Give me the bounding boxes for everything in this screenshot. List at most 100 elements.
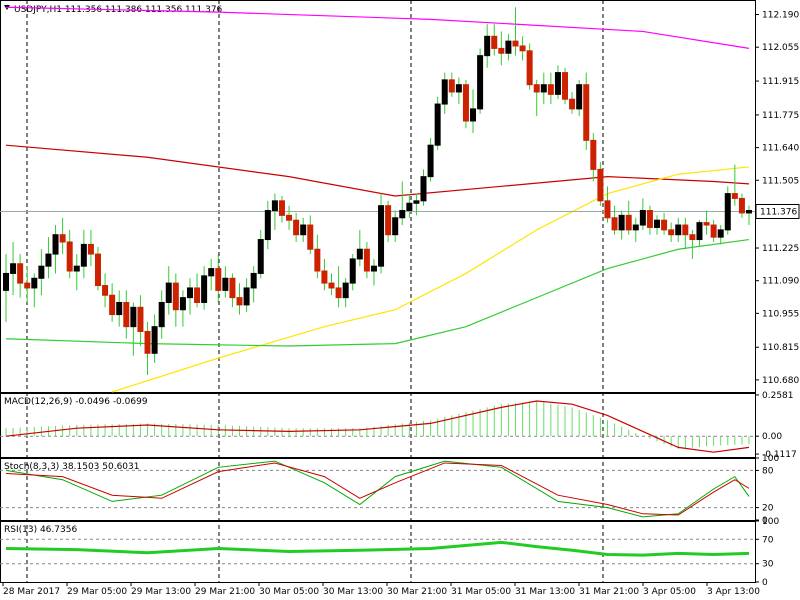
rsi-tick-0: 100 bbox=[762, 517, 779, 527]
moving-average-line-3 bbox=[5, 238, 750, 347]
candle-body-47 bbox=[335, 287, 342, 299]
candle-body-55 bbox=[392, 217, 399, 236]
candle-body-37 bbox=[264, 210, 271, 241]
stoch-title: Stoch(8,3,3) 38.1503 50.6031 bbox=[4, 462, 139, 472]
candle-body-26 bbox=[186, 287, 193, 299]
candle-body-9 bbox=[66, 241, 73, 272]
candle-body-77 bbox=[547, 84, 554, 95]
candle-body-21 bbox=[151, 326, 158, 354]
candle-body-20 bbox=[144, 331, 151, 354]
candle-body-57 bbox=[406, 202, 413, 212]
candle-body-8 bbox=[59, 234, 66, 243]
price-tick-1: 112.055 bbox=[762, 43, 799, 53]
candle-body-58 bbox=[413, 200, 420, 204]
price-tick-10: 110.815 bbox=[762, 343, 799, 353]
candle-body-96 bbox=[682, 224, 689, 236]
candle-body-83 bbox=[590, 139, 597, 170]
candle-body-66 bbox=[470, 108, 477, 122]
moving-average-line-1 bbox=[5, 144, 750, 197]
last-price-label: 111.376 bbox=[760, 207, 797, 217]
candle-body-62 bbox=[441, 79, 448, 105]
candle-body-93 bbox=[661, 219, 668, 231]
candle-body-14 bbox=[102, 285, 109, 296]
candle-body-29 bbox=[208, 268, 215, 277]
candle-body-67 bbox=[477, 55, 484, 110]
stoch-d-line bbox=[5, 462, 750, 516]
candle-body-39 bbox=[278, 200, 285, 216]
price-tick-2: 111.915 bbox=[762, 77, 799, 87]
candle-body-11 bbox=[80, 243, 87, 267]
candle-body-65 bbox=[462, 84, 469, 122]
price-tick-4: 111.640 bbox=[762, 144, 799, 154]
candle-body-32 bbox=[229, 277, 236, 299]
candle-body-33 bbox=[236, 297, 243, 306]
candle-body-69 bbox=[491, 35, 498, 49]
candle-body-59 bbox=[420, 176, 427, 202]
rsi-tick-1: 70 bbox=[762, 535, 774, 545]
macd-title: MACD(12,26,9) -0.0496 -0.0699 bbox=[4, 397, 148, 407]
candle-body-75 bbox=[533, 84, 540, 93]
stoch-tick-3: 0 bbox=[762, 516, 768, 526]
candle-body-0 bbox=[3, 272, 9, 291]
candle-body-53 bbox=[378, 205, 385, 267]
candle-body-24 bbox=[172, 282, 179, 311]
price-tick-7: 111.225 bbox=[762, 244, 799, 254]
candle-body-5 bbox=[38, 265, 45, 279]
candle-body-72 bbox=[512, 40, 519, 47]
price-tick-0: 112.190 bbox=[762, 11, 799, 21]
candle-body-28 bbox=[201, 275, 208, 303]
price-tick-9: 110.955 bbox=[762, 309, 799, 319]
candle-body-13 bbox=[94, 253, 101, 287]
candle-body-2 bbox=[17, 263, 24, 284]
candle-body-23 bbox=[165, 282, 172, 303]
candle-body-35 bbox=[250, 272, 257, 289]
candle-body-52 bbox=[370, 265, 377, 272]
candle-body-56 bbox=[399, 210, 406, 219]
candle-body-79 bbox=[562, 72, 569, 100]
candle-body-76 bbox=[540, 84, 547, 93]
candle-body-90 bbox=[639, 210, 646, 226]
candle-body-15 bbox=[109, 294, 116, 316]
x-tick-label-1: 29 Mar 05:00 bbox=[67, 587, 127, 597]
candle-body-34 bbox=[243, 287, 250, 306]
candle-body-80 bbox=[569, 98, 576, 110]
candle-body-84 bbox=[597, 168, 604, 202]
x-tick-label-3: 29 Mar 21:00 bbox=[195, 587, 255, 597]
stoch-tick-2: 20 bbox=[762, 504, 774, 514]
candle-body-61 bbox=[434, 103, 441, 146]
candle-body-38 bbox=[271, 200, 278, 212]
x-tick-label-8: 31 Mar 13:00 bbox=[515, 587, 575, 597]
candle-body-45 bbox=[321, 270, 328, 284]
candle-body-46 bbox=[328, 282, 335, 289]
stoch-tick-1: 80 bbox=[762, 466, 774, 476]
candle-body-94 bbox=[668, 229, 675, 236]
candle-body-31 bbox=[222, 277, 229, 291]
candle-body-97 bbox=[689, 234, 696, 241]
candle-body-87 bbox=[618, 214, 625, 231]
candle-body-102 bbox=[724, 193, 731, 231]
candle-body-86 bbox=[611, 217, 618, 231]
panel-frame-0 bbox=[0, 0, 756, 393]
candle-body-99 bbox=[703, 222, 710, 226]
candle-body-91 bbox=[646, 210, 653, 228]
moving-average-line-0 bbox=[5, 6, 750, 49]
candle-body-64 bbox=[455, 84, 462, 93]
rsi-tick-3: 0 bbox=[762, 578, 768, 588]
candle-body-17 bbox=[123, 301, 130, 328]
candle-body-88 bbox=[625, 214, 632, 231]
x-tick-label-5: 30 Mar 13:00 bbox=[323, 587, 383, 597]
candle-body-10 bbox=[73, 265, 80, 272]
candle-body-73 bbox=[519, 45, 526, 52]
candle-body-4 bbox=[31, 277, 38, 289]
rsi-tick-2: 30 bbox=[762, 560, 774, 570]
candle-body-44 bbox=[314, 248, 321, 272]
candle-body-82 bbox=[583, 84, 590, 141]
candle-body-43 bbox=[307, 224, 314, 250]
x-tick-label-0: 28 Mar 2017 bbox=[3, 587, 60, 597]
macd-tick-1: 0.00 bbox=[762, 432, 782, 442]
candle-body-18 bbox=[130, 306, 137, 328]
candle-body-68 bbox=[484, 35, 491, 57]
x-tick-label-4: 30 Mar 05:00 bbox=[259, 587, 319, 597]
x-tick-label-2: 29 Mar 13:00 bbox=[131, 587, 191, 597]
